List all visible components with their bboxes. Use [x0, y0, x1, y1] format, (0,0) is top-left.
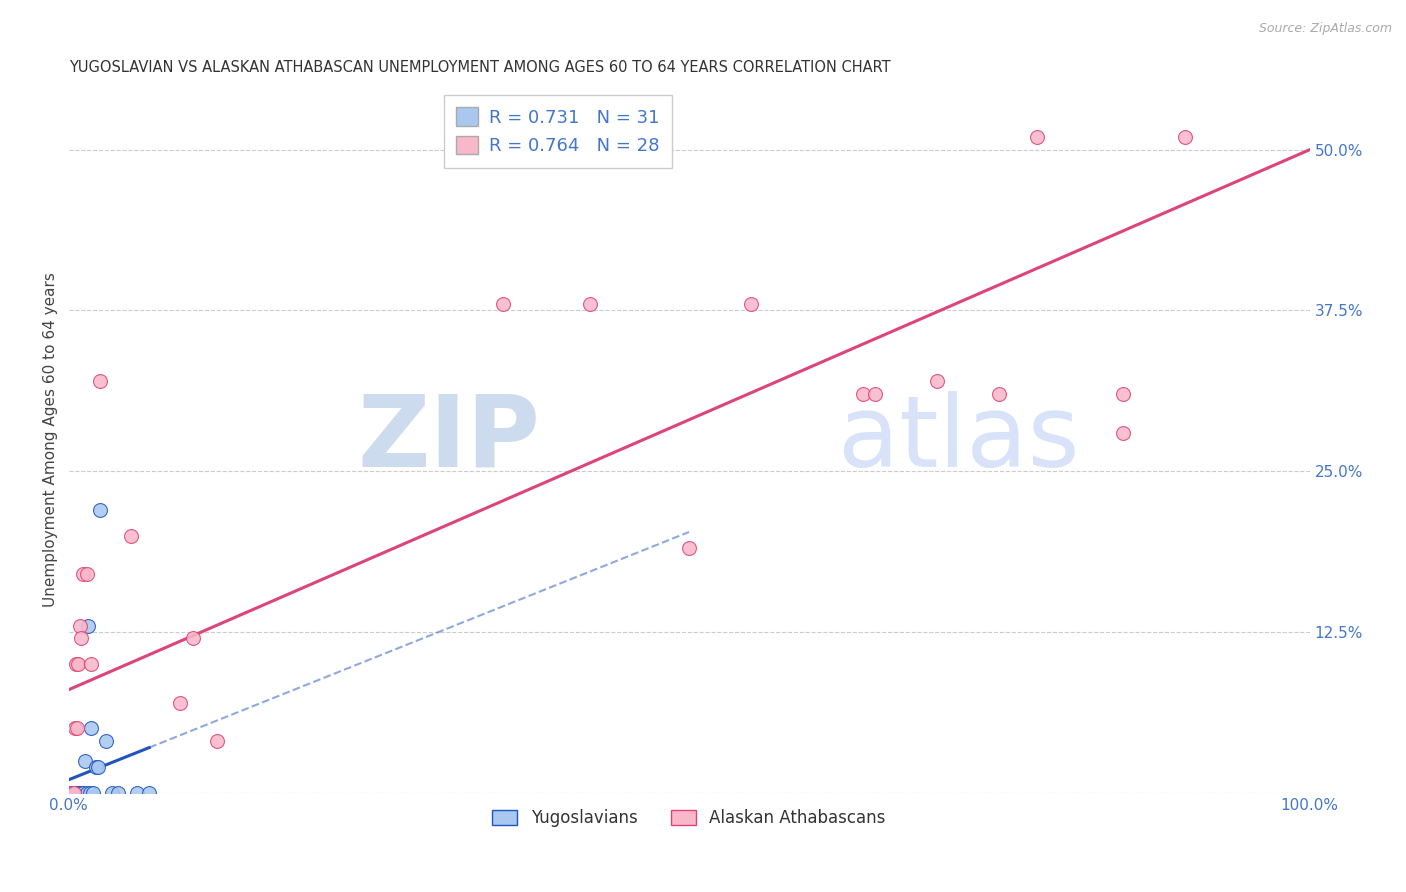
Point	[1174, 129, 1197, 144]
Point	[65, 786, 87, 800]
Point	[863, 387, 886, 401]
Point	[1112, 425, 1135, 440]
Point	[62, 786, 84, 800]
Point	[1112, 387, 1135, 401]
Point	[125, 786, 148, 800]
Point	[927, 374, 949, 388]
Point	[852, 387, 875, 401]
Point	[60, 786, 83, 800]
Text: atlas: atlas	[838, 391, 1080, 488]
Point	[72, 786, 94, 800]
Point	[82, 786, 104, 800]
Point	[73, 754, 96, 768]
Point	[60, 786, 83, 800]
Point	[207, 734, 229, 748]
Point	[76, 567, 98, 582]
Point	[69, 786, 91, 800]
Point	[60, 786, 83, 800]
Point	[80, 722, 103, 736]
Point	[67, 786, 90, 800]
Point	[63, 722, 86, 736]
Point	[72, 567, 94, 582]
Point	[66, 786, 89, 800]
Point	[76, 786, 98, 800]
Point	[120, 528, 142, 542]
Point	[65, 786, 87, 800]
Point	[70, 786, 93, 800]
Point	[60, 786, 83, 800]
Point	[70, 632, 93, 646]
Text: Source: ZipAtlas.com: Source: ZipAtlas.com	[1258, 22, 1392, 36]
Y-axis label: Unemployment Among Ages 60 to 64 years: Unemployment Among Ages 60 to 64 years	[44, 272, 58, 607]
Text: YUGOSLAVIAN VS ALASKAN ATHABASCAN UNEMPLOYMENT AMONG AGES 60 TO 64 YEARS CORRELA: YUGOSLAVIAN VS ALASKAN ATHABASCAN UNEMPL…	[69, 60, 890, 75]
Point	[63, 786, 86, 800]
Point	[67, 657, 90, 671]
Point	[181, 632, 204, 646]
Point	[66, 786, 89, 800]
Point	[678, 541, 700, 556]
Point	[70, 786, 93, 800]
Legend: Yugoslavians, Alaskan Athabascans: Yugoslavians, Alaskan Athabascans	[486, 803, 893, 834]
Point	[89, 503, 111, 517]
Point	[62, 786, 84, 800]
Point	[89, 374, 111, 388]
Point	[94, 734, 117, 748]
Point	[63, 786, 86, 800]
Point	[84, 760, 107, 774]
Point	[107, 786, 129, 800]
Point	[79, 786, 101, 800]
Point	[65, 657, 87, 671]
Text: ZIP: ZIP	[357, 391, 540, 488]
Point	[62, 786, 84, 800]
Point	[138, 786, 160, 800]
Point	[80, 657, 103, 671]
Point	[988, 387, 1011, 401]
Point	[1025, 129, 1047, 144]
Point	[66, 722, 89, 736]
Point	[740, 297, 762, 311]
Point	[492, 297, 515, 311]
Point	[69, 618, 91, 632]
Point	[101, 786, 124, 800]
Point	[87, 760, 110, 774]
Point	[70, 786, 93, 800]
Point	[578, 297, 600, 311]
Point	[169, 696, 191, 710]
Point	[77, 618, 100, 632]
